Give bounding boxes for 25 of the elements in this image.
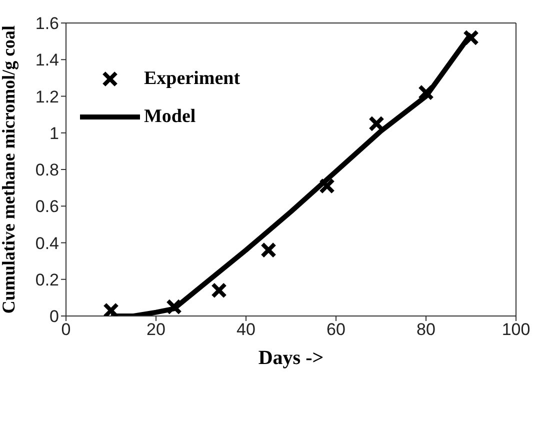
y-tick-label: 1.6 xyxy=(35,14,59,34)
point xyxy=(260,242,276,258)
y-tick-label: 0.6 xyxy=(35,197,59,216)
y-tick-label: 0.8 xyxy=(35,160,59,180)
y-tick-label: 1.4 xyxy=(35,50,59,70)
y-tick-label: 1.2 xyxy=(35,87,59,106)
point xyxy=(368,116,384,132)
point xyxy=(418,84,434,101)
x-tick-label: 60 xyxy=(326,320,346,340)
x-axis-title: Days -> xyxy=(258,347,324,369)
y-tick-label: 1 xyxy=(50,124,59,143)
y-tick-label: 0.4 xyxy=(35,234,59,253)
legend-label: Experiment xyxy=(144,68,240,90)
x-tick-label: 100 xyxy=(502,320,530,340)
y-tick-label: 0.2 xyxy=(35,270,59,290)
point xyxy=(166,298,182,315)
point xyxy=(463,30,479,46)
point xyxy=(319,178,335,194)
legend-label: Model xyxy=(144,106,196,128)
x-tick-label: 20 xyxy=(146,320,166,340)
y-axis-title: Cumulative methane micromol/g coal xyxy=(0,25,18,314)
point xyxy=(211,282,227,298)
x-tick-label: 80 xyxy=(416,320,436,340)
y-tick-label: 0 xyxy=(50,307,59,326)
x-tick-label: 40 xyxy=(236,320,256,340)
